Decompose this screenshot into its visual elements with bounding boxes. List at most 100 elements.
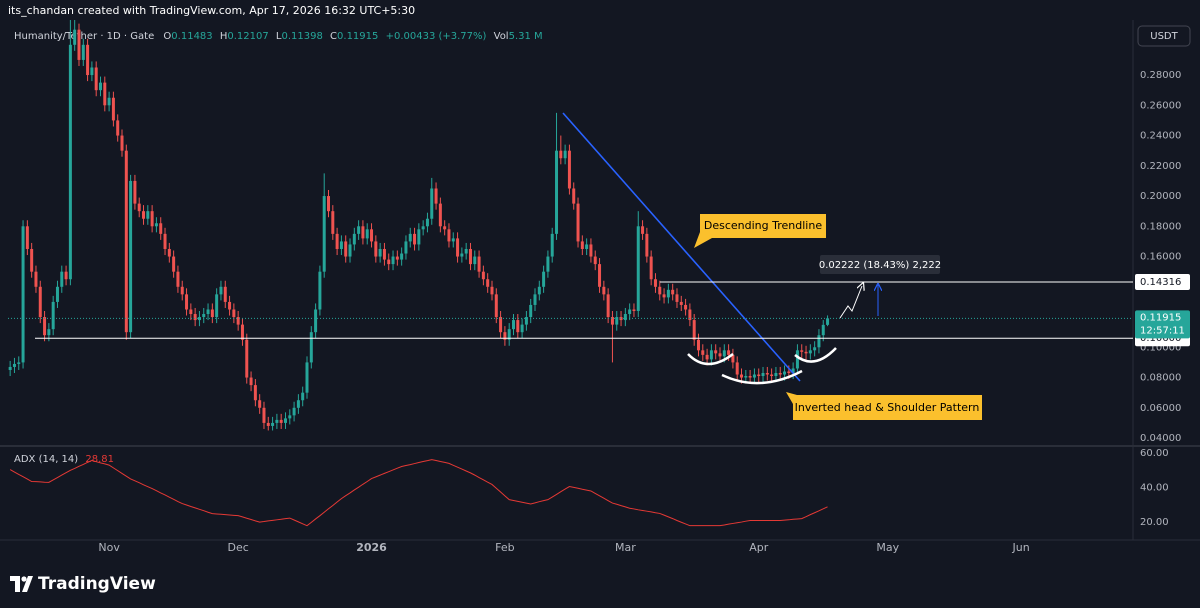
high-label: H: [220, 31, 228, 42]
candle-body: [245, 339, 249, 378]
candle-body: [404, 241, 408, 254]
candle-body: [137, 203, 141, 212]
x-tick-label: Jun: [1012, 541, 1030, 554]
candle-body: [555, 150, 559, 234]
candle-body: [202, 314, 206, 318]
candle-body: [533, 294, 537, 305]
candle-body: [666, 289, 670, 298]
last-price-label: 0.11915: [1140, 312, 1181, 323]
candle-body: [542, 271, 546, 287]
candle-body: [494, 294, 498, 318]
y-tick-label: 0.24000: [1140, 131, 1181, 142]
candle-body: [43, 317, 47, 336]
y-tick-label: 0.18000: [1140, 221, 1181, 232]
candle-body: [232, 309, 236, 318]
candle-body: [735, 362, 739, 375]
head: [721, 369, 803, 385]
candle-body: [219, 286, 223, 295]
candle-body: [705, 354, 709, 360]
candle-body: [167, 248, 171, 257]
right-shoulder: [794, 347, 837, 363]
candle-body: [309, 332, 313, 363]
close-label: C: [330, 31, 337, 42]
candle-body: [464, 248, 468, 254]
level-label-box: [1135, 274, 1190, 291]
candle-body: [413, 233, 417, 245]
candle-body: [757, 374, 761, 377]
measure-box: [820, 255, 940, 274]
candle-body: [292, 407, 296, 416]
header: its_chandan created with TradingView.com…: [8, 4, 415, 17]
pattern-label: Inverted head & Shoulder Pattern: [795, 401, 980, 414]
candle-body: [610, 317, 614, 325]
countdown: 12:57:11: [1140, 325, 1185, 336]
low-label: L: [276, 31, 282, 42]
candle-body: [662, 294, 666, 298]
candle-body: [486, 279, 490, 287]
candle-body: [503, 332, 507, 340]
low-value: 0.11398: [282, 31, 323, 42]
candle-body: [783, 371, 787, 375]
candle-body: [64, 271, 68, 280]
candle-body: [142, 211, 146, 219]
candle-body: [563, 150, 567, 159]
candle-body: [546, 256, 550, 272]
candle-body: [12, 363, 16, 367]
candle-body: [550, 233, 554, 257]
candle-body: [103, 82, 107, 106]
candle-body: [787, 371, 791, 374]
candle-body: [800, 350, 804, 352]
candle-body: [598, 264, 602, 287]
candle-body: [288, 415, 292, 419]
y-tick-label: 0.06000: [1140, 403, 1181, 414]
candle-body: [210, 309, 214, 318]
currency-button[interactable]: [1137, 25, 1191, 47]
candle-body: [425, 218, 429, 227]
candle-body: [215, 294, 219, 318]
candle-body: [731, 354, 735, 363]
candle-body: [795, 350, 799, 369]
candle-body: [116, 120, 120, 136]
candle-body: [283, 418, 287, 423]
adx-tick-label: 60.00: [1140, 448, 1169, 459]
candle-body: [111, 97, 115, 121]
y-tick-label: 0.26000: [1140, 100, 1181, 111]
candle-body: [129, 180, 133, 333]
candle-body: [120, 135, 124, 151]
candle-body: [266, 422, 270, 426]
candle-body: [567, 150, 571, 189]
candle-body: [30, 248, 34, 272]
x-tick-label: Apr: [749, 541, 769, 554]
candle-body: [576, 203, 580, 242]
candle-body: [718, 353, 722, 357]
candle-body: [275, 419, 279, 423]
candle-body: [623, 314, 627, 321]
y-tick-label: 0.22000: [1140, 161, 1181, 172]
legend: Humanity/Tether · 1D · Gate O0.11483 H0.…: [14, 31, 543, 42]
candle-body: [395, 256, 399, 260]
candle-body: [47, 329, 51, 336]
x-tick-label: Dec: [228, 541, 249, 554]
level-label: 0.10600: [1140, 333, 1181, 344]
candle-body: [421, 226, 425, 230]
candle-body: [38, 286, 42, 318]
candle-body: [507, 329, 511, 340]
x-tick-label: May: [876, 541, 899, 554]
candle-body: [752, 374, 756, 378]
candle-body: [159, 223, 163, 234]
candle-body: [25, 226, 29, 249]
candle-body: [761, 373, 765, 377]
currency[interactable]: USDT: [1150, 31, 1178, 42]
candle-body: [477, 256, 481, 272]
candle-body: [473, 256, 477, 265]
candle-body: [714, 350, 718, 354]
candle-body: [593, 256, 597, 265]
change: +0.00433 (+3.77%): [386, 31, 487, 42]
candle-body: [727, 350, 731, 355]
candle-body: [314, 309, 318, 333]
candle-body: [645, 233, 649, 257]
candle-body: [258, 400, 262, 408]
candle-body: [589, 244, 593, 257]
candle-body: [808, 350, 812, 354]
candle-body: [748, 376, 752, 378]
